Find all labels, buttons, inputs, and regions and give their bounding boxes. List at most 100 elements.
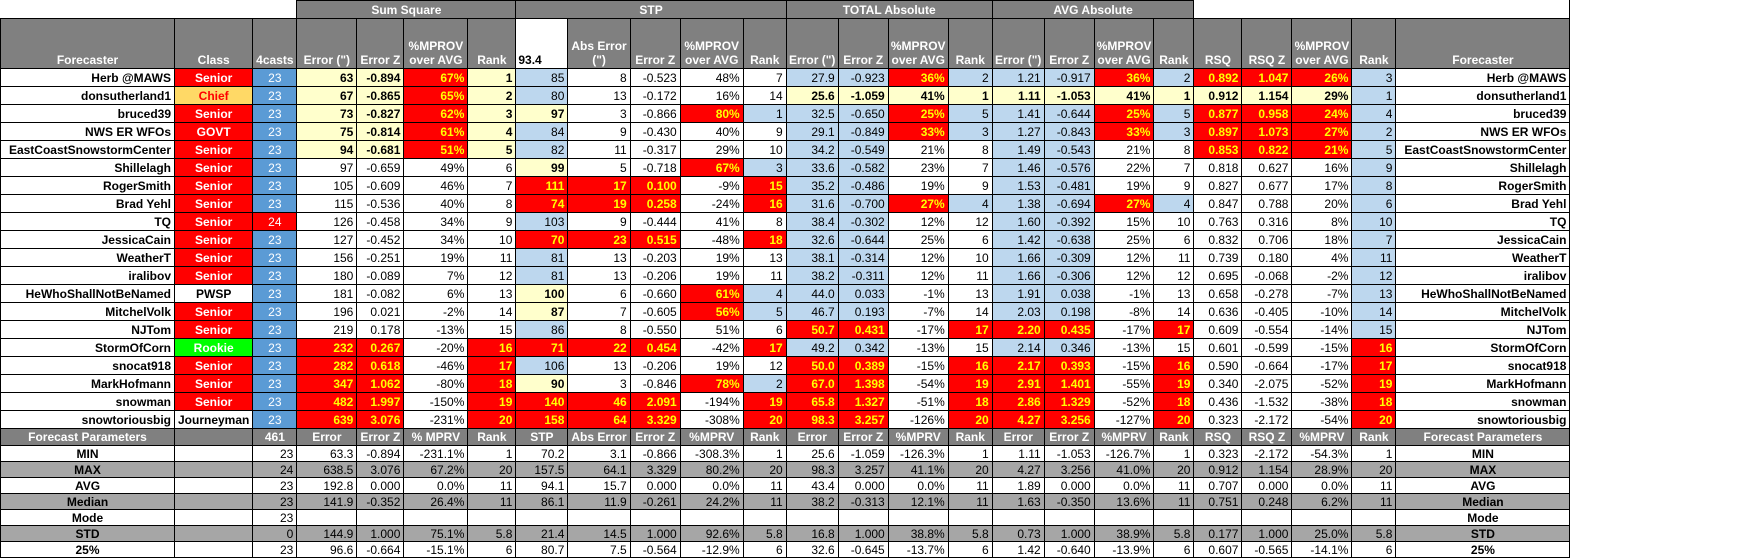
col-aa-error-z: Error Z: [1043, 18, 1095, 69]
ss-rank: 1: [467, 68, 517, 87]
stp-error-z: 0.454: [629, 338, 681, 357]
stp-error-z: -0.846: [629, 374, 681, 393]
forecaster-name-right: NWS ER WFOs: [1395, 122, 1571, 141]
rsq-rank: 2: [1351, 122, 1397, 141]
group-stp: STP: [515, 0, 787, 19]
ta-rank: 14: [947, 302, 993, 321]
forecast-count: 23: [252, 320, 298, 339]
param-value: 0.0%: [887, 477, 949, 494]
rsq-rank: 1: [1351, 86, 1397, 105]
ta-mprov: 23%: [887, 158, 949, 177]
aa-mprov: 25%: [1093, 230, 1155, 249]
param-value: 6.2%: [1291, 493, 1353, 510]
ta-error-z: 0.431: [837, 320, 889, 339]
param-value: 11: [1351, 477, 1397, 494]
ta-rank: 9: [947, 176, 993, 195]
params-col: Rank: [947, 428, 993, 446]
stp-abs-error: 5: [567, 158, 631, 177]
stp-abs-error: 3: [567, 374, 631, 393]
stp-value: 80: [515, 86, 569, 105]
param-value: 0.607: [1193, 541, 1243, 558]
params-col: %MPRV: [887, 428, 949, 446]
param-value: 0.000: [629, 477, 681, 494]
param-value: 41.0%: [1093, 461, 1155, 478]
class-badge: Senior: [173, 104, 254, 123]
stp-error-z: -0.718: [629, 158, 681, 177]
aa-rank: 14: [1153, 302, 1195, 321]
rsq-mprov: -54%: [1291, 410, 1353, 429]
param-value: 11: [742, 493, 787, 510]
forecaster-name: RogerSmith: [0, 176, 175, 195]
aa-error: 1.41: [991, 104, 1045, 123]
param-value: 3.076: [356, 461, 405, 478]
ss-error: 347: [296, 374, 358, 393]
param-value: 0.0%: [1291, 477, 1353, 494]
forecast-count: 23: [252, 140, 298, 159]
aa-rank: 20: [1153, 410, 1195, 429]
rsq-mprov: 29%: [1291, 86, 1353, 105]
rsq-z: -0.664: [1241, 356, 1293, 375]
rsq-rank: 18: [1351, 392, 1397, 411]
ta-error: 46.7: [785, 302, 839, 321]
stp-value: 158: [515, 410, 569, 429]
rsq-rank: 10: [1351, 212, 1397, 231]
param-value: 11: [742, 477, 787, 494]
rsq: 0.827: [1193, 176, 1243, 195]
ta-mprov: 21%: [887, 140, 949, 159]
aa-error-z: -1.053: [1043, 86, 1095, 105]
aa-rank: 13: [1153, 284, 1195, 303]
rsq-mprov: 16%: [1291, 158, 1353, 177]
ss-error: 67: [296, 86, 358, 105]
group-header-row: Sum Square STP TOTAL Absolute AVG Absolu…: [0, 0, 1571, 19]
forecast-count: 23: [252, 248, 298, 267]
param-value: 63.3: [296, 445, 358, 462]
aa-mprov: -17%: [1093, 320, 1155, 339]
stp-value: 81: [515, 248, 569, 267]
col-stp-mprov: %MPROV over AVG: [679, 18, 744, 69]
ss-error-z: 0.618: [356, 356, 405, 375]
rsq-z: -0.278: [1241, 284, 1293, 303]
param-value: -126.7%: [1093, 445, 1155, 462]
aa-rank: 1: [1153, 86, 1195, 105]
class-badge: Senior: [173, 302, 254, 321]
param-label-right: STD: [1395, 525, 1571, 542]
param-blank: [173, 541, 254, 558]
param-value: 5.8: [742, 525, 787, 542]
param-value: 192.8: [296, 477, 358, 494]
param-value: 20: [947, 461, 993, 478]
forecaster-name: iralibov: [0, 266, 175, 285]
aa-error: 1.38: [991, 194, 1045, 213]
param-value: 20: [467, 461, 517, 478]
ss-rank: 15: [467, 320, 517, 339]
forecast-count: 23: [252, 158, 298, 177]
aa-mprov: 27%: [1093, 194, 1155, 213]
rsq-mprov: -52%: [1291, 374, 1353, 393]
param-label-right: AVG: [1395, 477, 1571, 494]
ta-error-z: 0.033: [837, 284, 889, 303]
ta-error-z: -0.650: [837, 104, 889, 123]
class-badge: Journeyman: [173, 410, 254, 429]
ta-rank: 18: [947, 392, 993, 411]
ss-mprov: 61%: [403, 122, 469, 141]
rsq-rank: 11: [1351, 248, 1397, 267]
ta-error: 31.6: [785, 194, 839, 213]
stp-rank: 19: [742, 392, 787, 411]
param-label-right: MIN: [1395, 445, 1571, 462]
ta-error: 25.6: [785, 86, 839, 105]
param-label: MAX: [0, 461, 175, 478]
param-value: 1: [947, 445, 993, 462]
stp-mprov: 78%: [679, 374, 744, 393]
params-col: Rank: [742, 428, 787, 446]
stp-value: 100: [515, 284, 569, 303]
forecast-parameters: Forecast Parameters 461 Error Error Z % …: [0, 428, 1571, 558]
param-value: -1.053: [1043, 445, 1095, 462]
param-value: -1.059: [837, 445, 889, 462]
param-value: [991, 509, 1045, 526]
forecaster-name-right: snowtoriousbig: [1395, 410, 1571, 429]
stp-mprov: 51%: [679, 320, 744, 339]
ta-rank: 4: [947, 194, 993, 213]
param-value: 1.89: [991, 477, 1045, 494]
forecast-count: 23: [252, 284, 298, 303]
ta-rank: 10: [947, 248, 993, 267]
aa-error-z: 3.256: [1043, 410, 1095, 429]
